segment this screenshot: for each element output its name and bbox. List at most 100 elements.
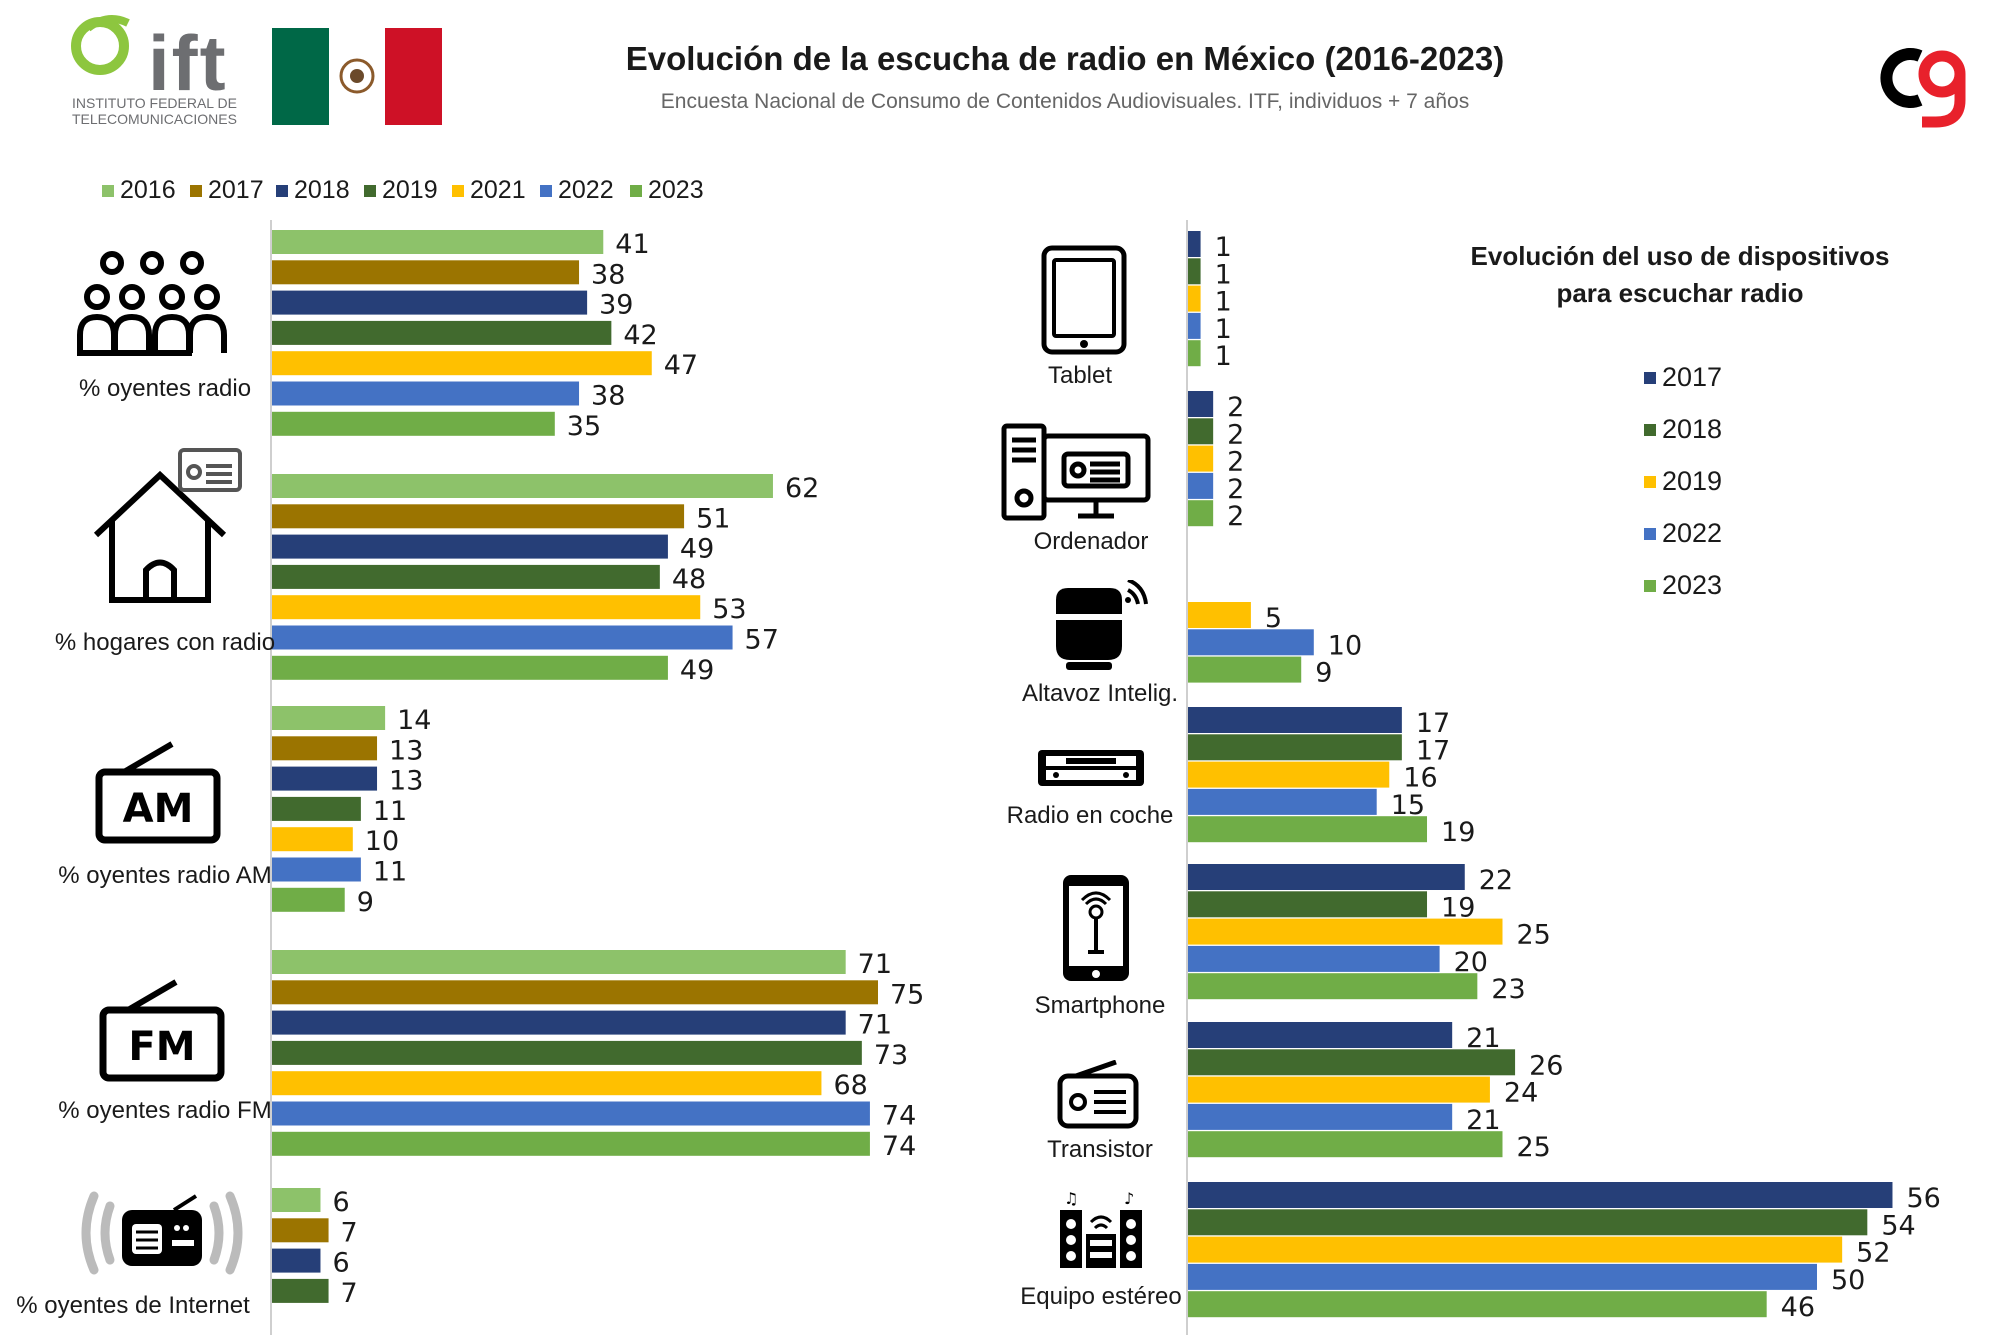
legend-label-2022: 2022	[558, 176, 614, 204]
legend-label-2017: 2017	[208, 176, 264, 204]
legend-item-2021: 2021	[452, 176, 526, 205]
bar-label-oyentes-radio-am-2022: 11	[373, 857, 407, 888]
device-bar-altavoz-intelig-2019	[1188, 602, 1251, 628]
device-label-equipo-estereo: Equipo estéreo	[1020, 1283, 1182, 1310]
bar-label-hogares-con-radio-2019: 48	[672, 564, 706, 595]
legend-swatch-2022	[540, 184, 552, 197]
ift-logo-subtitle-line2: TELECOMUNICACIONES	[72, 111, 237, 127]
devices-legend-label-2019: 2019	[1662, 466, 1723, 496]
bar-label-oyentes-de-internet-2019: 7	[341, 1278, 358, 1309]
devices-chart-title: Evolución del uso de dispositivos para e…	[1450, 238, 1910, 312]
devices-legend-label-2022: 2022	[1662, 518, 1723, 548]
device-bar-label-transistor-2022: 21	[1466, 1105, 1500, 1136]
ift-logo-text: ift	[148, 19, 228, 107]
bar-oyentes-radio-2023	[272, 411, 555, 436]
category-label-oyentes-radio-am: % oyentes radio AM	[58, 862, 272, 889]
bar-label-oyentes-de-internet-2017: 7	[341, 1217, 358, 1248]
device-bar-equipo-estereo-2023	[1188, 1291, 1767, 1318]
bar-oyentes-radio-2022	[272, 381, 580, 406]
devices-legend-item-2018: 2018	[1644, 414, 1722, 445]
bar-hogares-con-radio-2018	[272, 534, 668, 559]
music-note-left: ♫	[1064, 1189, 1078, 1208]
bar-hogares-con-radio-2019	[272, 564, 660, 589]
category-label-oyentes-radio: % oyentes radio	[78, 375, 252, 402]
device-bar-ordenador-2023	[1188, 500, 1214, 527]
fm-radio-icon-text: FM	[128, 1024, 195, 1070]
page-title: Evolución de la escucha de radio en Méxi…	[625, 40, 1505, 77]
legend-swatch-2021	[452, 184, 464, 197]
device-bar-tablet-2018	[1188, 258, 1201, 285]
bar-label-oyentes-radio-am-2023: 9	[357, 887, 374, 918]
bar-oyentes-radio-am-2022	[272, 857, 361, 882]
smartphone-icon	[1063, 875, 1129, 981]
device-bar-label-tablet-2018: 1	[1215, 259, 1232, 290]
bar-label-hogares-con-radio-2022: 57	[745, 625, 779, 656]
transistor-radio-icon	[1057, 1060, 1139, 1129]
music-note-right: ♪	[1124, 1189, 1134, 1208]
device-bar-label-smartphone-2022: 20	[1454, 947, 1488, 978]
device-bar-label-ordenador-2022: 2	[1227, 474, 1244, 505]
legend-item-2017: 2017	[190, 176, 264, 205]
legend-swatch-2019	[364, 184, 376, 197]
device-bar-label-equipo-estereo-2023: 46	[1781, 1292, 1815, 1323]
bar-oyentes-radio-fm-2017	[272, 980, 878, 1005]
device-label-radio-coche: Radio en coche	[1006, 802, 1174, 829]
device-bar-label-transistor-2019: 24	[1504, 1078, 1538, 1109]
device-bar-transistor-2022	[1188, 1103, 1453, 1130]
devices-legend-item-2022: 2022	[1644, 518, 1722, 549]
am-radio-icon-text: AM	[123, 786, 194, 832]
device-bar-smartphone-2019	[1188, 918, 1503, 945]
tablet-icon	[1041, 245, 1127, 355]
device-label-transistor: Transistor	[1047, 1136, 1153, 1163]
device-bar-label-radio-en-coche-2023: 19	[1441, 817, 1475, 848]
bar-label-oyentes-radio-am-2018: 13	[389, 766, 423, 797]
device-bar-label-radio-en-coche-2022: 15	[1391, 790, 1425, 821]
device-bar-smartphone-2022	[1188, 945, 1440, 972]
internet-radio-icon	[81, 1191, 243, 1275]
bar-label-oyentes-radio-fm-2016: 71	[858, 949, 892, 980]
device-bar-altavoz-intelig-2022	[1188, 629, 1314, 656]
device-bar-radio-en-coche-2023	[1188, 816, 1428, 843]
legend-swatch-2023	[630, 184, 642, 197]
ift-logo-subtitle: INSTITUTO FEDERAL DE TELECOMUNICACIONES	[72, 95, 237, 127]
devices-chart-title-line1: Evolución del uso de dispositivos	[1470, 241, 1890, 271]
bar-oyentes-radio-2017	[272, 260, 580, 285]
bar-hogares-con-radio-2021	[272, 595, 701, 620]
bar-label-hogares-con-radio-2021: 53	[712, 594, 746, 625]
bar-oyentes-de-internet-2018	[272, 1248, 321, 1273]
device-bar-equipo-estereo-2017	[1188, 1182, 1893, 1208]
device-bar-radio-en-coche-2017	[1188, 707, 1402, 733]
device-bar-label-altavoz-intelig-2022: 10	[1328, 630, 1362, 661]
bar-label-oyentes-radio-fm-2022: 74	[882, 1101, 916, 1132]
devices-legend-label-2023: 2023	[1662, 570, 1723, 600]
device-bar-smartphone-2018	[1188, 891, 1428, 918]
device-bar-transistor-2019	[1188, 1076, 1490, 1103]
legend-swatch-2018	[276, 184, 288, 197]
bar-label-oyentes-radio-am-2019: 11	[373, 796, 407, 827]
legend-item-2019: 2019	[364, 176, 438, 205]
device-bar-label-tablet-2017: 1	[1215, 232, 1232, 263]
device-bar-label-radio-en-coche-2018: 17	[1416, 735, 1450, 766]
bar-label-oyentes-radio-fm-2019: 73	[874, 1040, 908, 1071]
bar-oyentes-radio-fm-2018	[272, 1010, 846, 1035]
device-bar-label-radio-en-coche-2017: 17	[1416, 708, 1450, 739]
device-bar-equipo-estereo-2019	[1188, 1236, 1843, 1263]
bar-oyentes-radio-fm-2023	[272, 1131, 870, 1156]
car-radio-icon	[1038, 750, 1144, 786]
category-label-oyentes-internet: % oyentes de Internet	[16, 1292, 250, 1319]
device-bar-tablet-2019	[1188, 285, 1201, 312]
bar-oyentes-radio-2018	[272, 290, 588, 315]
bar-label-hogares-con-radio-2018: 49	[680, 534, 714, 565]
legend-label-2021: 2021	[470, 176, 526, 204]
bar-label-hogares-con-radio-2016: 62	[785, 473, 819, 504]
legend-item-2023: 2023	[630, 176, 704, 205]
device-bar-ordenador-2017	[1188, 391, 1214, 417]
devices-legend-label-2018: 2018	[1662, 414, 1723, 444]
legend-item-2022: 2022	[540, 176, 614, 205]
bar-oyentes-radio-am-2018	[272, 766, 378, 791]
house-radio-icon	[93, 448, 242, 603]
devices-legend-swatch-2022	[1644, 527, 1656, 540]
bar-oyentes-de-internet-2016	[272, 1188, 321, 1212]
device-bar-label-tablet-2023: 1	[1215, 341, 1232, 372]
